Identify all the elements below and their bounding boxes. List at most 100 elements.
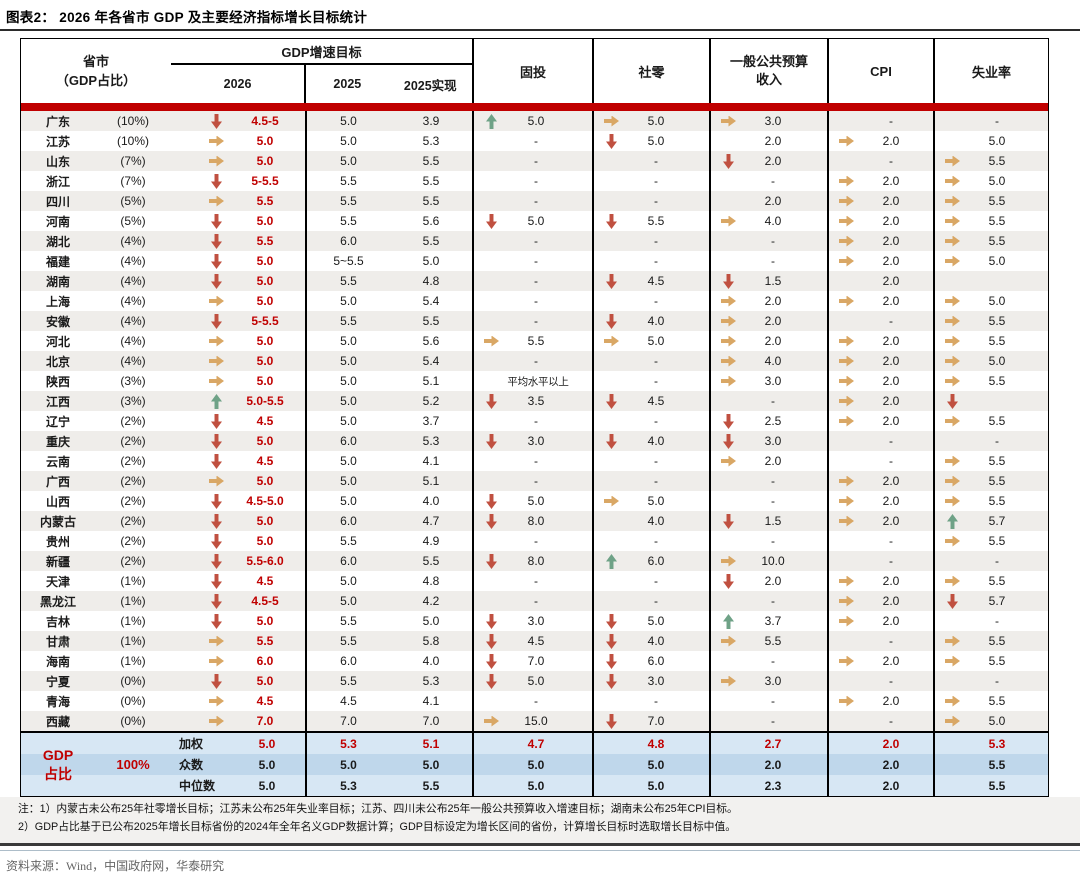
province-share: (10%) <box>116 134 149 148</box>
arrow-right-icon <box>945 715 960 727</box>
table-row: 北京 (4%) 5.0 5.0 5.4 - - 4.0 2.0 5.0 <box>21 351 1048 371</box>
actual-2025-value: 5.8 <box>390 631 474 651</box>
retail-cell: 5.0 <box>594 611 711 631</box>
target-2026-cell: 4.5-5.0 <box>171 491 307 511</box>
unemployment-cell: 5.7 <box>935 591 1048 611</box>
retail-cell-value: 4.0 <box>647 434 665 448</box>
summary-cpi-cell: 2.0 <box>829 775 935 796</box>
fai-cell-value: 8.0 <box>527 514 545 528</box>
arrow-down-icon <box>486 434 497 449</box>
target-2026-value: 5.0 <box>256 374 274 388</box>
arrow-right-icon <box>945 415 960 427</box>
target-2025-value: 5.5 <box>340 614 357 628</box>
province-share: (2%) <box>120 494 146 508</box>
target-2026-cell: 5.0 <box>171 471 307 491</box>
summary-unemp-cell: 5.3 <box>935 733 1048 754</box>
budget-cell: 3.0 <box>711 431 829 451</box>
unemployment-cell <box>935 391 1048 411</box>
arrow-down-icon <box>606 394 617 409</box>
fai-cell: - <box>474 531 594 551</box>
fai-cell: 5.0 <box>474 491 594 511</box>
budget-cell-value: 2.0 <box>764 134 782 148</box>
budget-cell-value: - <box>771 474 775 488</box>
province-share: (2%) <box>120 534 146 548</box>
retail-cell-value: - <box>654 534 658 548</box>
fai-cell-value: - <box>534 454 538 468</box>
retail-cell-value: 4.0 <box>647 634 665 648</box>
summary-cpi-cell: 2.0 <box>829 754 935 775</box>
actual-2025-value: 5.5 <box>390 151 474 171</box>
target-2026-cell: 6.0 <box>171 651 307 671</box>
target-2026-value: 5.0 <box>256 134 274 148</box>
table-header: 省市 （GDP占比） GDP增速目标 2026 2025 2025实现 固投 社… <box>21 39 1048 103</box>
table-row: 海南 (1%) 6.0 6.0 4.0 7.0 6.0 - 2.0 5.5 <box>21 651 1048 671</box>
table-row: 湖北 (4%) 5.5 6.0 5.5 - - - 2.0 5.5 <box>21 231 1048 251</box>
budget-cell-value: 10.0 <box>761 554 785 568</box>
target-2025-value: 5.0 <box>340 414 357 428</box>
arrow-right-icon <box>209 655 224 667</box>
fai-cell-value: - <box>534 174 538 188</box>
retail-cell: 3.0 <box>594 671 711 691</box>
target-2025-value: 6.0 <box>340 514 357 528</box>
retail-cell: 5.0 <box>594 111 711 131</box>
target-2025-value: 5.0 <box>340 594 357 608</box>
arrow-right-icon <box>209 155 224 167</box>
province-share: (4%) <box>120 354 146 368</box>
target-2026-cell: 5.5 <box>171 631 307 651</box>
arrow-right-icon <box>945 175 960 187</box>
cpi-cell-value: - <box>889 454 893 468</box>
header-gdp-target-label: GDP增速目标 <box>171 39 472 65</box>
cpi-cell-value: - <box>889 534 893 548</box>
budget-cell: 2.0 <box>711 151 829 171</box>
cpi-cell-value: 2.0 <box>882 194 900 208</box>
arrow-right-icon <box>839 395 854 407</box>
province-name: 重庆 <box>45 434 70 449</box>
arrow-right-icon <box>604 335 619 347</box>
retail-cell: 5.0 <box>594 131 711 151</box>
budget-cell: - <box>711 691 829 711</box>
arrow-right-icon <box>945 635 960 647</box>
budget-cell-value: 3.0 <box>764 434 782 448</box>
summary-budget-cell: 2.0 <box>711 754 829 775</box>
unemployment-cell: 5.0 <box>935 711 1048 731</box>
retail-cell: 4.0 <box>594 511 711 531</box>
summary-retail-value: 5.0 <box>647 757 665 772</box>
fai-cell-value: - <box>534 574 538 588</box>
arrow-right-icon <box>945 655 960 667</box>
target-2026-cell: 5.0 <box>171 331 307 351</box>
summary-fai-value: 4.7 <box>527 736 545 751</box>
actual-2025-value: 5.5 <box>390 171 474 191</box>
arrow-down-icon <box>486 614 497 629</box>
fai-cell-value: - <box>534 474 538 488</box>
summary-share-value: 100% <box>116 757 150 772</box>
arrow-down-icon <box>723 434 734 449</box>
target-2025-value: 5.0 <box>340 154 357 168</box>
budget-cell-value: - <box>771 234 775 248</box>
unemployment-cell-value: 5.5 <box>988 314 1006 328</box>
unemployment-cell: 5.0 <box>935 171 1048 191</box>
province-name: 湖南 <box>45 274 70 289</box>
province-share: (1%) <box>120 634 146 648</box>
cpi-cell-value: 2.0 <box>882 414 900 428</box>
table-row: 天津 (1%) 4.5 5.0 4.8 - - 2.0 2.0 5.5 <box>21 571 1048 591</box>
retail-cell-value: 4.0 <box>647 514 665 528</box>
retail-cell: 7.0 <box>594 711 711 731</box>
arrow-down-icon <box>606 134 617 149</box>
cpi-cell-value: 2.0 <box>882 574 900 588</box>
summary-cpi-value: 2.0 <box>882 757 900 772</box>
fai-cell: 5.0 <box>474 111 594 131</box>
unemployment-cell-value: 5.5 <box>988 534 1006 548</box>
arrow-right-icon <box>721 675 736 687</box>
target-2026-value: 5.5 <box>256 234 274 248</box>
budget-cell-value: 2.0 <box>764 334 782 348</box>
unemployment-cell-value: 5.5 <box>988 654 1006 668</box>
actual-2025-value: 4.7 <box>390 511 474 531</box>
arrow-right-icon <box>945 195 960 207</box>
province-name: 山东 <box>45 154 70 169</box>
target-2026-cell: 4.5 <box>171 411 307 431</box>
fai-cell-text: 平均水平以上 <box>507 375 569 388</box>
target-2026-cell: 4.5-5 <box>171 111 307 131</box>
budget-cell-value: 3.0 <box>764 674 782 688</box>
actual-2025-value: 5.3 <box>390 671 474 691</box>
retail-cell: - <box>594 151 711 171</box>
